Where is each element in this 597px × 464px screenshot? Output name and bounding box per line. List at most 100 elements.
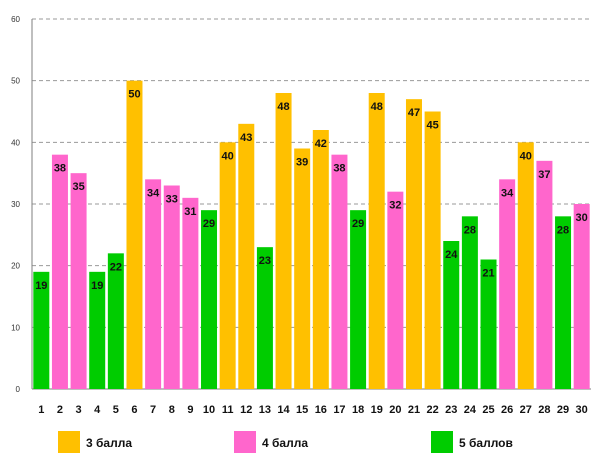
data-label-14: 48 — [277, 101, 289, 113]
data-label-16: 42 — [315, 138, 327, 150]
data-label-11: 40 — [222, 150, 234, 162]
data-label-28: 37 — [538, 169, 550, 181]
data-labels: 19 38 35 19 22 50 34 33 31 29 40 43 23 48 39 42 38 29 48 32… — [35, 89, 588, 292]
data-label-6: 50 — [128, 89, 140, 101]
data-label-10: 29 — [203, 218, 215, 230]
y-axis-ticks: 0 10 20 30 40 50 60 — [11, 15, 20, 394]
x-tick-label: 28 — [538, 404, 550, 416]
data-label-26: 34 — [501, 187, 514, 199]
x-tick-label: 8 — [169, 404, 175, 416]
data-label-17: 38 — [333, 163, 345, 175]
legend: 3 балла 4 балла 5 баллов — [58, 431, 513, 453]
legend-label-3-balla: 3 балла — [86, 436, 132, 450]
grid-lines — [32, 18, 591, 328]
x-tick-label: 5 — [113, 404, 119, 416]
data-label-21: 47 — [408, 107, 420, 119]
bars — [33, 80, 590, 390]
x-tick-label: 10 — [203, 404, 215, 416]
legend-swatch-4-balla — [234, 431, 256, 453]
bar-27 — [517, 142, 534, 389]
x-tick-label: 25 — [482, 404, 494, 416]
x-tick-label: 23 — [445, 404, 457, 416]
bar-21 — [405, 99, 422, 390]
bar-9 — [182, 197, 199, 389]
x-tick-label: 9 — [187, 404, 193, 416]
data-label-2: 38 — [54, 163, 66, 175]
bar-13 — [256, 247, 273, 389]
x-tick-label: 24 — [464, 404, 477, 416]
data-label-19: 48 — [371, 101, 383, 113]
bar-8 — [163, 185, 180, 389]
bar-19 — [368, 93, 385, 389]
bar-6 — [126, 80, 143, 390]
data-label-20: 32 — [389, 200, 401, 212]
bar-18 — [350, 210, 367, 389]
x-tick-label: 2 — [57, 404, 63, 416]
bar-12 — [238, 123, 255, 389]
x-tick-label: 29 — [557, 404, 569, 416]
x-tick-label: 22 — [426, 404, 438, 416]
bar-26 — [499, 179, 516, 389]
x-tick-label: 27 — [520, 404, 532, 416]
y-tick-label: 30 — [11, 200, 20, 209]
bar-25 — [480, 259, 497, 389]
bar-1 — [33, 271, 50, 389]
x-tick-label: 7 — [150, 404, 156, 416]
bar-15 — [294, 148, 311, 389]
x-tick-label: 26 — [501, 404, 513, 416]
bar-7 — [145, 179, 162, 389]
legend-label-5-ballov: 5 баллов — [459, 436, 513, 450]
bar-24 — [461, 216, 478, 389]
data-label-1: 19 — [35, 280, 47, 292]
x-tick-label: 14 — [277, 404, 290, 416]
legend-swatch-3-balla — [58, 431, 80, 453]
x-tick-label: 18 — [352, 404, 364, 416]
bar-28 — [536, 160, 553, 389]
x-tick-label: 17 — [333, 404, 345, 416]
bar-2 — [51, 154, 68, 389]
data-label-15: 39 — [296, 157, 308, 169]
bar-14 — [275, 93, 292, 389]
data-label-7: 34 — [147, 187, 160, 199]
data-label-24: 28 — [464, 224, 476, 236]
data-label-22: 45 — [426, 120, 438, 132]
bar-16 — [312, 130, 329, 389]
bar-11 — [219, 142, 236, 389]
x-tick-label: 4 — [94, 404, 101, 416]
x-tick-label: 19 — [371, 404, 383, 416]
x-tick-label: 6 — [131, 404, 137, 416]
bar-4 — [89, 271, 106, 389]
x-tick-label: 30 — [576, 404, 588, 416]
bar-17 — [331, 154, 348, 389]
data-label-29: 28 — [557, 224, 569, 236]
data-label-18: 29 — [352, 218, 364, 230]
y-tick-label: 20 — [11, 262, 20, 271]
bar-29 — [555, 216, 572, 389]
bar-22 — [424, 111, 441, 389]
data-label-12: 43 — [240, 132, 252, 144]
data-label-5: 22 — [110, 261, 122, 273]
bar-23 — [443, 241, 460, 389]
data-label-13: 23 — [259, 255, 271, 267]
data-label-8: 33 — [166, 194, 178, 206]
data-label-25: 21 — [482, 268, 494, 280]
x-tick-label: 11 — [222, 404, 234, 416]
data-label-27: 40 — [520, 150, 532, 162]
x-tick-label: 20 — [389, 404, 401, 416]
x-tick-label: 3 — [76, 404, 82, 416]
y-tick-label: 50 — [11, 77, 20, 86]
data-label-9: 31 — [184, 206, 196, 218]
legend-swatch-5-ballov — [431, 431, 453, 453]
bar-3 — [70, 173, 87, 389]
x-tick-label: 13 — [259, 404, 271, 416]
bar-5 — [107, 253, 124, 389]
data-label-30: 30 — [576, 212, 588, 224]
data-label-4: 19 — [91, 280, 103, 292]
data-label-3: 35 — [72, 181, 84, 193]
x-tick-label: 1 — [38, 404, 44, 416]
x-tick-label: 21 — [408, 404, 420, 416]
x-tick-label: 15 — [296, 404, 308, 416]
x-tick-label: 16 — [315, 404, 327, 416]
bar-30 — [573, 204, 590, 389]
